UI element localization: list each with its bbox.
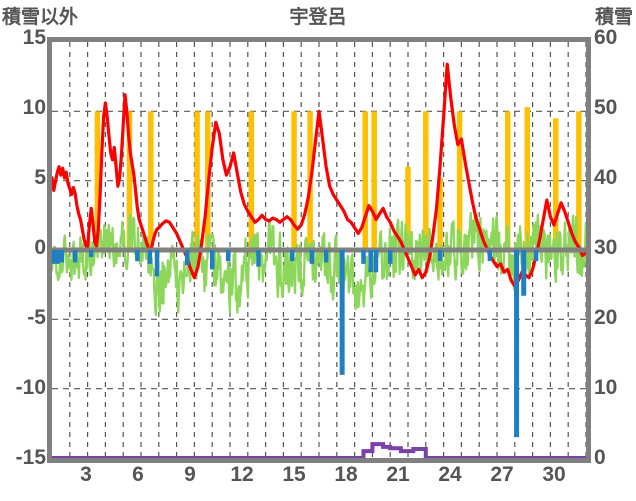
plot-inner [52,42,586,458]
x-axis-tick-21: 21 [386,463,410,486]
right-axis-tick-0: 0 [594,446,606,469]
left-axis-unit-label: 積雪以外 [2,7,79,28]
left-axis-tick-0: 0 [34,236,46,259]
x-axis-tick-30: 30 [542,463,566,486]
right-axis-tick-10: 10 [594,376,618,399]
left-axis-tick-neg5: -5 [27,306,46,329]
x-axis-tick-12: 12 [230,463,254,486]
left-axis-tick-neg10: -10 [15,376,46,399]
left-axis-tick-15: 15 [22,26,46,49]
right-axis-tick-20: 20 [594,306,618,329]
right-axis-unit-label: 積雪 [594,7,633,28]
right-axis-tick-50: 50 [594,96,618,119]
right-axis-tick-60: 60 [594,26,618,49]
x-axis-tick-18: 18 [334,463,358,486]
left-axis-tick-5: 5 [34,166,46,189]
x-axis-tick-3: 3 [80,463,92,486]
right-axis-tick-40: 40 [594,166,618,189]
x-axis-tick-24: 24 [438,463,462,486]
x-axis-tick-9: 9 [184,463,196,486]
chart-canvas [52,42,586,458]
left-axis-tick-neg15: -15 [15,446,46,469]
left-axis-tick-10: 10 [22,96,46,119]
chart-title: 宇登呂 [289,7,347,28]
plot-area [47,37,591,463]
x-axis-tick-27: 27 [490,463,514,486]
right-axis-tick-30: 30 [594,236,618,259]
x-axis-tick-15: 15 [282,463,306,486]
x-axis-tick-6: 6 [132,463,144,486]
